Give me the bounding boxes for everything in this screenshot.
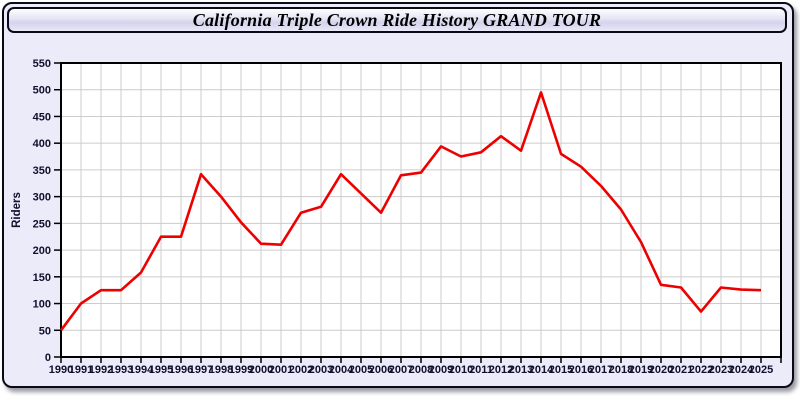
x-tick-label: 1995 <box>149 364 173 376</box>
chart-window-panel: California Triple Crown Ride History GRA… <box>2 2 794 388</box>
x-tick-label: 2024 <box>729 364 754 376</box>
chart-title: California Triple Crown Ride History GRA… <box>192 9 602 30</box>
x-tick-label: 1994 <box>129 364 154 376</box>
x-tick-label: 2003 <box>309 364 333 376</box>
y-tick-label: 100 <box>33 299 51 311</box>
y-tick-label: 450 <box>33 111 51 123</box>
y-tick-label: 150 <box>33 272 51 284</box>
y-tick-label: 50 <box>39 325 51 337</box>
x-tick-label: 2012 <box>489 364 513 376</box>
x-tick-label: 2007 <box>389 364 413 376</box>
riders-series-line <box>59 91 762 332</box>
x-tick-label: 2018 <box>609 364 633 376</box>
x-tick-label: 1991 <box>69 364 93 376</box>
x-tick-label: 2016 <box>569 364 593 376</box>
y-tick-label: 0 <box>45 352 51 364</box>
x-tick-label: 2011 <box>469 364 493 376</box>
x-tick-label: 2002 <box>289 364 313 376</box>
x-tick-label: 2017 <box>589 364 613 376</box>
x-tick-label: 2025 <box>749 364 773 376</box>
x-tick-label: 2020 <box>649 364 673 376</box>
axis-frame <box>60 62 782 358</box>
y-tick-label: 300 <box>33 192 51 204</box>
y-tick-label: 350 <box>33 165 51 177</box>
x-tick-label: 2010 <box>449 364 473 376</box>
x-tick-label: 2001 <box>269 364 293 376</box>
y-axis-title: Riders <box>11 192 23 228</box>
x-tick-label: 2023 <box>709 364 733 376</box>
x-tick-label: 1992 <box>89 364 113 376</box>
x-tick-label: 2019 <box>629 364 653 376</box>
y-tick-label: 550 <box>33 58 51 70</box>
x-tick-label: 2005 <box>349 364 373 376</box>
y-tick-label: 500 <box>33 85 51 97</box>
x-tick-label: 2006 <box>369 364 393 376</box>
x-tick-label: 2004 <box>329 364 354 376</box>
x-tick-label: 2014 <box>529 364 554 376</box>
x-tick-label: 2009 <box>429 364 453 376</box>
y-tick-label: 400 <box>33 138 51 150</box>
x-tick-label: 2008 <box>409 364 433 376</box>
x-tick-label: 1996 <box>169 364 193 376</box>
x-tick-label: 1999 <box>229 364 253 376</box>
x-tick-label: 2013 <box>509 364 533 376</box>
x-tick-label: 1990 <box>49 364 73 376</box>
y-tick-label: 200 <box>33 245 51 257</box>
y-tick-label: 250 <box>33 218 51 230</box>
riders-line-chart: 0501001502002503003504004505005501990199… <box>11 58 782 376</box>
x-tick-label: 1997 <box>189 364 213 376</box>
x-tick-label: 2022 <box>689 364 713 376</box>
x-tick-label: 2021 <box>669 364 693 376</box>
title-bar: California Triple Crown Ride History GRA… <box>7 7 787 33</box>
x-tick-label: 2015 <box>549 364 573 376</box>
x-tick-label: 1993 <box>109 364 133 376</box>
x-tick-label: 1998 <box>209 364 233 376</box>
x-tick-label: 2000 <box>249 364 273 376</box>
